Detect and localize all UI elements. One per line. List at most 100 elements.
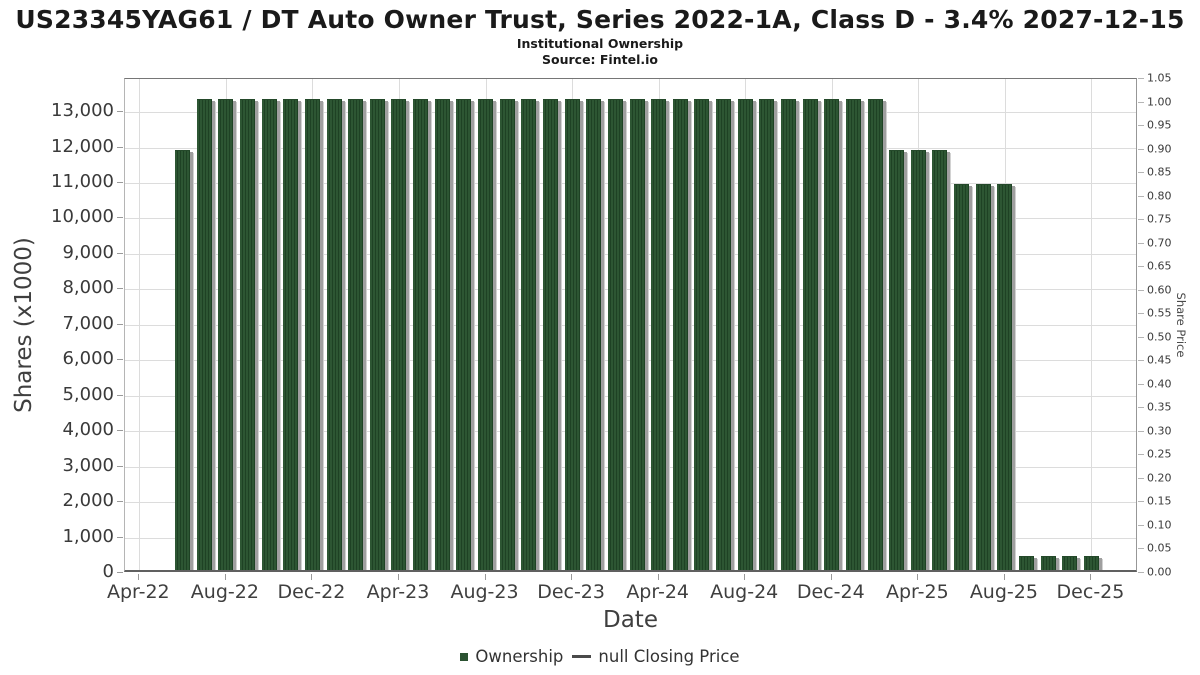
- bar[interactable]: [910, 149, 926, 570]
- y-tick-label-left: 12,000: [51, 135, 114, 157]
- bar[interactable]: [348, 98, 364, 570]
- x-tick-mark: [1003, 574, 1005, 580]
- y-tick-mark-right: [1138, 477, 1144, 479]
- bar[interactable]: [564, 98, 580, 570]
- y-tick-label-right: 0.15: [1147, 494, 1172, 508]
- x-tick-mark: [484, 574, 486, 580]
- y-tick-mark-right: [1138, 78, 1144, 79]
- chart-title: US23345YAG61 / DT Auto Owner Trust, Seri…: [15, 5, 1185, 34]
- bar[interactable]: [413, 98, 429, 570]
- bar[interactable]: [240, 98, 255, 570]
- x-tick-label: Aug-23: [450, 581, 519, 603]
- bar[interactable]: [434, 98, 450, 570]
- bar[interactable]: [1040, 555, 1056, 570]
- y-tick-label-right: 0.25: [1147, 447, 1172, 461]
- x-tick-mark: [397, 574, 399, 580]
- bar[interactable]: [781, 98, 796, 570]
- bar[interactable]: [607, 98, 623, 570]
- y-tick-mark-left: [117, 359, 123, 361]
- y-tick-mark-right: [1138, 336, 1144, 338]
- bar[interactable]: [283, 98, 299, 570]
- bar[interactable]: [997, 183, 1013, 570]
- y-tick-mark-left: [117, 465, 123, 467]
- bar[interactable]: [694, 98, 710, 570]
- x-tick-label: Dec-24: [796, 581, 865, 603]
- y-tick-label-right: 0.90: [1147, 142, 1172, 156]
- y-tick-label-right: 1.00: [1147, 95, 1172, 109]
- x-tick-mark: [138, 574, 140, 580]
- y-tick-label-left: 8,000: [62, 277, 114, 299]
- bar[interactable]: [304, 98, 320, 570]
- bar[interactable]: [499, 98, 515, 570]
- y-tick-mark-right: [1138, 383, 1144, 385]
- bar[interactable]: [586, 98, 602, 570]
- chart-subtitle: Institutional Ownership: [516, 36, 684, 51]
- bar[interactable]: [975, 183, 991, 570]
- y-tick-label-left: 7,000: [62, 312, 114, 334]
- bar[interactable]: [369, 98, 385, 570]
- bar[interactable]: [672, 98, 688, 570]
- y-tick-label-left: 1,000: [62, 525, 114, 547]
- bar[interactable]: [737, 98, 753, 570]
- bar[interactable]: [1062, 555, 1078, 570]
- y-tick-label-right: 0.80: [1147, 189, 1172, 203]
- y-tick-mark-right: [1138, 430, 1144, 432]
- bar[interactable]: [542, 98, 558, 570]
- y-tick-mark-left: [117, 182, 123, 184]
- x-tick-mark: [1090, 574, 1092, 580]
- bar[interactable]: [218, 98, 234, 570]
- y-tick-label-left: 11,000: [51, 171, 114, 193]
- y-tick-label-right: 0.20: [1147, 471, 1172, 485]
- bar[interactable]: [867, 98, 883, 570]
- y-tick-mark-left: [117, 111, 123, 113]
- bar[interactable]: [954, 183, 970, 570]
- bar[interactable]: [521, 98, 537, 570]
- x-axis-title: Date: [603, 607, 658, 633]
- bar[interactable]: [456, 98, 472, 570]
- bar[interactable]: [716, 98, 732, 570]
- bar[interactable]: [478, 98, 494, 570]
- y-tick-mark-right: [1138, 548, 1144, 550]
- bar[interactable]: [759, 98, 775, 570]
- x-tick-mark: [917, 574, 919, 580]
- bar[interactable]: [391, 98, 407, 570]
- bar[interactable]: [932, 149, 948, 570]
- plot-area: [124, 78, 1137, 572]
- bar[interactable]: [802, 98, 818, 570]
- y-tick-label-left: 9,000: [62, 241, 114, 263]
- y-tick-label-left: 6,000: [62, 348, 114, 370]
- x-gridline: [139, 79, 141, 570]
- y-tick-label-right: 0.05: [1147, 541, 1172, 555]
- y-tick-label-right: 0.95: [1147, 118, 1172, 132]
- bar[interactable]: [845, 98, 861, 570]
- bar[interactable]: [824, 98, 840, 570]
- y-tick-label-right: 0.50: [1147, 330, 1172, 344]
- bar[interactable]: [1019, 555, 1035, 570]
- y-tick-mark-left: [117, 323, 123, 325]
- y-tick-mark-left: [117, 572, 123, 573]
- y-tick-mark-right: [1138, 266, 1144, 268]
- bar[interactable]: [326, 98, 342, 570]
- legend-item-closing-price[interactable]: null Closing Price: [572, 647, 740, 666]
- bar[interactable]: [175, 149, 191, 570]
- bar[interactable]: [629, 98, 645, 570]
- y-tick-mark-left: [117, 501, 123, 503]
- y-tick-mark-right: [1138, 524, 1144, 526]
- y-tick-label-right: 0.40: [1147, 377, 1172, 391]
- bar[interactable]: [196, 98, 212, 570]
- y-tick-mark-left: [117, 252, 123, 254]
- y-tick-mark-right: [1138, 313, 1144, 315]
- y-tick-label-right: 0.55: [1147, 306, 1172, 320]
- price-line-dash-icon: [572, 655, 592, 658]
- bar[interactable]: [261, 98, 277, 570]
- y-tick-mark-left: [117, 217, 123, 219]
- bar[interactable]: [1083, 555, 1099, 570]
- legend-item-ownership[interactable]: Ownership: [460, 647, 563, 666]
- y-tick-mark-left: [117, 288, 123, 290]
- bar[interactable]: [889, 149, 905, 570]
- x-tick-label: Dec-22: [277, 581, 346, 603]
- bar[interactable]: [651, 98, 667, 570]
- y-tick-mark-right: [1138, 454, 1144, 456]
- chart-source: Source: Fintel.io: [542, 52, 658, 67]
- y-tick-label-left: 4,000: [62, 419, 114, 441]
